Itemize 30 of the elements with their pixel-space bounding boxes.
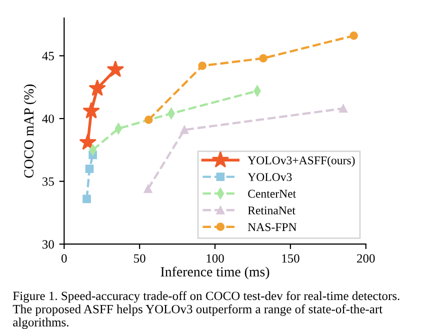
- x-tick-label: 50: [134, 254, 146, 263]
- point: [82, 102, 100, 118]
- point: [259, 54, 268, 62]
- x-tick-label: 150: [282, 254, 300, 263]
- legend-label: YOLOv3+ASFF(ours): [248, 156, 355, 167]
- x-tick-label: 200: [357, 254, 375, 263]
- point: [82, 194, 91, 204]
- legend-label: YOLOv3: [248, 173, 292, 182]
- y-tick-label: 30: [42, 240, 54, 249]
- x-tick-label: 100: [206, 254, 224, 263]
- point: [144, 184, 152, 194]
- y-tick-label: 40: [42, 114, 54, 124]
- point: [350, 32, 358, 40]
- caption: Figure 1. Speed-accuracy trade-off on COCO test-dev for real-time detectors. The proposed ASFF helps YOLOv3 outperform a range of state-of-the-art algorithms.: [12, 291, 400, 329]
- point: [85, 164, 94, 173]
- point: [198, 62, 207, 70]
- y-tick-label: 45: [42, 52, 54, 60]
- point: [339, 104, 348, 113]
- point: [144, 116, 153, 124]
- point: [88, 79, 106, 96]
- x-axis-title: Inference time (ms): [160, 266, 270, 280]
- y-tick-label: 35: [42, 177, 54, 186]
- point: [106, 60, 124, 78]
- point: [180, 126, 189, 134]
- legend-label: RetinaNet: [248, 206, 296, 214]
- legend-label: NAS-FPN: [248, 223, 297, 232]
- point: [79, 133, 96, 150]
- x-tick-label: 0: [61, 254, 67, 263]
- legend-label: CenterNet: [248, 190, 296, 198]
- y-axis-title: COCO mAP (%): [24, 84, 36, 178]
